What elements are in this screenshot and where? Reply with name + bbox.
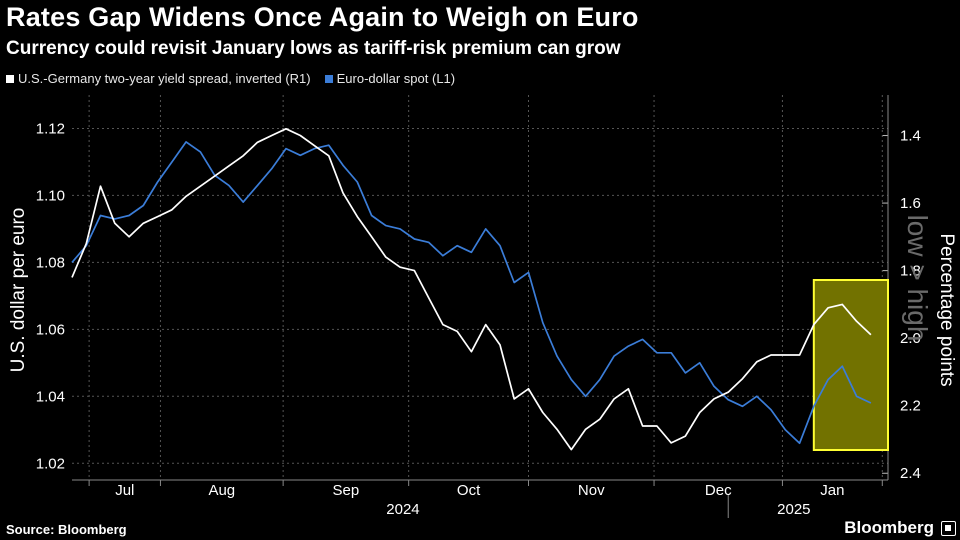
x-axis-ticks: Jul Aug Sep Oct Nov Dec Jan 2024 2025 (115, 482, 844, 518)
year-label: 2025 (777, 501, 810, 518)
x-tick-label: Jul (115, 482, 134, 499)
left-tick-label: 1.04 (36, 388, 65, 405)
right-tick-label: 2.2 (900, 398, 921, 415)
right-tick-label: 1.6 (900, 195, 921, 212)
x-tick-label: Sep (333, 482, 360, 499)
chart-subtitle: Currency could revisit January lows as t… (6, 38, 621, 59)
legend: U.S.-Germany two-year yield spread, inve… (6, 71, 455, 86)
series-line-euro-dollar (71, 141, 872, 445)
chart-title: Rates Gap Widens Once Again to Weigh on … (6, 2, 639, 32)
series-line-yield-spread (71, 127, 872, 451)
x-tick-label: Oct (457, 482, 481, 499)
right-axis-label: Percentage points (936, 233, 957, 386)
x-tick-label: Nov (578, 482, 605, 499)
right-axis-ticks: 1.4 1.6 1.8 2.0 2.2 2.4 (900, 128, 921, 483)
legend-label-yield-spread: U.S.-Germany two-year yield spread, inve… (18, 71, 311, 86)
bloomberg-logo: Bloomberg (844, 518, 934, 537)
left-tick-label: 1.06 (36, 321, 65, 338)
left-tick-label: 1.08 (36, 254, 65, 271)
x-tick-label: Dec (705, 482, 732, 499)
legend-item-euro-dollar: Euro-dollar spot (L1) (324, 71, 456, 86)
left-tick-label: 1.10 (36, 187, 65, 204)
left-axis-ticks: 1.02 1.04 1.06 1.08 1.10 1.12 (36, 120, 65, 472)
highlight-layer (812, 279, 889, 451)
bloomberg-terminal-icon (941, 521, 956, 536)
x-tick-label: Jan (820, 482, 844, 499)
left-tick-label: 1.02 (36, 455, 65, 472)
right-axis-annotation: low > high (902, 215, 933, 342)
left-tick-label: 1.12 (36, 120, 65, 137)
legend-item-yield-spread: U.S.-Germany two-year yield spread, inve… (6, 71, 311, 86)
right-tick-label: 1.8 (900, 263, 921, 280)
left-axis-label: U.S. dollar per euro (8, 208, 29, 373)
source-note: Source: Bloomberg (6, 522, 127, 537)
series-layer (71, 127, 872, 451)
x-tick-label: Aug (208, 482, 235, 499)
legend-swatch-white (6, 74, 14, 83)
right-tick-label: 1.4 (900, 128, 921, 145)
highlight-box (812, 279, 889, 451)
year-label: 2024 (386, 501, 419, 518)
grid (72, 95, 889, 518)
right-tick-label: 2.0 (900, 330, 921, 347)
right-tick-label: 2.4 (900, 465, 921, 482)
legend-swatch-blue (324, 74, 333, 83)
legend-label-euro-dollar: Euro-dollar spot (L1) (336, 71, 456, 86)
